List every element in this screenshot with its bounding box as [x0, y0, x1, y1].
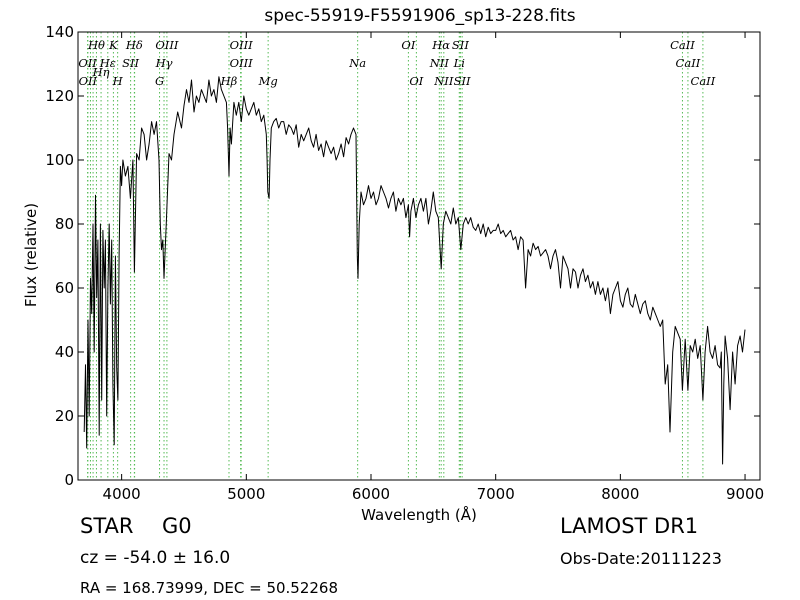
x-tick-label: 7000: [477, 485, 515, 503]
plot-frame: [77, 31, 761, 481]
spectral-line-label: CaII: [691, 74, 716, 88]
object-subclass: G0: [162, 514, 192, 538]
spectral-line-label: SII: [454, 74, 471, 88]
spectral-line-label: OII: [79, 74, 98, 88]
spectral-line-label: Li: [453, 56, 466, 70]
spectral-line-label: SII: [122, 56, 139, 70]
redshift-cz: cz = -54.0 ± 16.0: [80, 548, 231, 568]
observation-date: Obs-Date:20111223: [560, 549, 722, 568]
chart-title: spec-55919-F5591906_sp13-228.fits: [264, 6, 576, 26]
spectral-line-label: SII: [452, 38, 469, 52]
x-tick-label: 5000: [227, 485, 265, 503]
y-tick-label: 80: [55, 215, 74, 233]
y-tick-label: 100: [45, 151, 74, 169]
spectral-line-label: Mg: [258, 74, 278, 88]
spectral-line-label: Hγ: [155, 56, 173, 70]
spectral-line-label: OI: [409, 74, 423, 88]
spectral-line-label: G: [155, 74, 164, 88]
x-tick-label: 9000: [726, 485, 764, 503]
spectral-line-label: OIII: [155, 38, 179, 52]
y-tick-label: 0: [64, 471, 74, 489]
spectral-line-label: OI: [401, 38, 415, 52]
ra-dec-coordinates: RA = 168.73999, DEC = 50.52268: [80, 579, 339, 597]
spectral-line-label: OIII: [230, 56, 254, 70]
spectral-line-label: Hβ: [220, 74, 238, 88]
x-tick-label: 6000: [352, 485, 390, 503]
spectral-line-label: K: [108, 38, 119, 52]
object-class: STAR: [80, 514, 134, 538]
x-axis-label: Wavelength (Å): [361, 506, 477, 524]
spectral-line-label: CaII: [676, 56, 701, 70]
spectral-line-label: OIII: [230, 38, 254, 52]
spectral-line-label: Hθ: [87, 38, 105, 52]
spectral-line-label: NII: [433, 74, 454, 88]
spectrum-line: [83, 76, 746, 465]
spectral-line-label: CaII: [670, 38, 695, 52]
y-tick-label: 140: [45, 23, 74, 41]
spectral-line-label: Hε: [99, 56, 116, 70]
spectral-line-label: Hδ: [125, 38, 143, 52]
y-tick-label: 60: [55, 279, 74, 297]
y-tick-label: 20: [55, 407, 74, 425]
spectral-line-label: Hα: [431, 38, 450, 52]
x-tick-label: 4000: [103, 485, 141, 503]
spectral-line-label: Hη: [92, 65, 110, 79]
spectral-line-label: Na: [348, 56, 366, 70]
spectral-line-label: H: [112, 74, 124, 88]
y-tick-label: 40: [55, 343, 74, 361]
spectral-line-label: OII: [78, 56, 97, 70]
y-tick-label: 120: [45, 87, 74, 105]
x-tick-label: 8000: [601, 485, 639, 503]
spectral-line-label: NII: [429, 56, 450, 70]
survey-name: LAMOST DR1: [560, 514, 699, 538]
